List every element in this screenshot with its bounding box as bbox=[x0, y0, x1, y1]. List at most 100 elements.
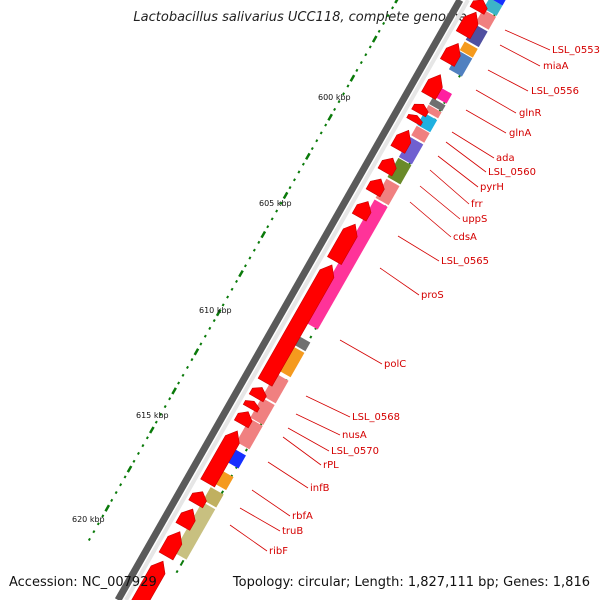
leader-line bbox=[475, 89, 517, 114]
gene-arrow bbox=[377, 157, 397, 177]
gene-label-rbfa[interactable]: rbfA bbox=[292, 511, 313, 522]
kbp-tick bbox=[104, 504, 111, 512]
gene-label-glna[interactable]: glnA bbox=[509, 128, 531, 139]
kbp-tick bbox=[270, 217, 274, 221]
gene-label-nusa[interactable]: nusA bbox=[342, 430, 367, 441]
gene-label-lsl0553[interactable]: LSL_0553 bbox=[552, 45, 600, 56]
kbp-tick bbox=[266, 225, 270, 229]
kbp-tick bbox=[193, 348, 200, 356]
leader-line bbox=[437, 155, 479, 188]
gene-block bbox=[411, 125, 430, 143]
gene-label-polc[interactable]: polC bbox=[384, 359, 406, 370]
gene-label-lsl0556[interactable]: LSL_0556 bbox=[531, 86, 579, 97]
leader-line bbox=[295, 413, 341, 436]
gene-label-rpl[interactable]: rPL bbox=[323, 460, 339, 471]
gene-label-upps[interactable]: uppS bbox=[462, 214, 487, 225]
kbp-tick bbox=[260, 230, 267, 239]
gene-block bbox=[465, 24, 488, 48]
kbp-tick bbox=[394, 0, 399, 4]
kbp-tick bbox=[171, 387, 177, 395]
kbp-tick bbox=[368, 45, 372, 49]
kbp-tick bbox=[186, 365, 189, 370]
kbp-tick bbox=[282, 191, 289, 200]
leader-line bbox=[429, 169, 470, 205]
kbp-tick bbox=[230, 287, 234, 291]
gene-label-ada[interactable]: ada bbox=[496, 153, 515, 164]
gene-arrow bbox=[158, 531, 183, 561]
leader-line bbox=[287, 427, 330, 452]
gene-block bbox=[375, 178, 400, 206]
gene-label-lsl0565[interactable]: LSL_0565 bbox=[441, 256, 489, 267]
inner-tick bbox=[175, 570, 179, 574]
leader-line bbox=[251, 489, 291, 517]
kbp-tick bbox=[333, 107, 337, 112]
kbp-tick bbox=[342, 92, 345, 96]
kbp-tick bbox=[377, 29, 381, 33]
gene-label-pros[interactable]: proS bbox=[421, 290, 444, 301]
kbp-tick bbox=[391, 6, 395, 10]
leader-line bbox=[487, 69, 529, 92]
kbp-tick bbox=[371, 35, 378, 43]
gene-label-infb[interactable]: infB bbox=[310, 483, 330, 494]
kbp-tick bbox=[364, 53, 368, 57]
kbp-tick bbox=[386, 14, 390, 18]
leader-line bbox=[282, 436, 322, 466]
gene-label-glnr[interactable]: glnR bbox=[519, 108, 541, 119]
leader-line bbox=[419, 185, 461, 220]
kbp-tick bbox=[87, 537, 91, 542]
kbp-label-610: 610 kbp bbox=[199, 306, 232, 315]
gene-label-lsl0560[interactable]: LSL_0560 bbox=[488, 167, 536, 178]
gene-label-cdsa[interactable]: cdsA bbox=[453, 232, 477, 243]
kbp-tick bbox=[110, 498, 114, 502]
kbp-tick bbox=[275, 209, 279, 213]
gene-label-lsl0568[interactable]: LSL_0568 bbox=[352, 412, 400, 423]
gene-label-pyrh[interactable]: pyrH bbox=[480, 182, 504, 193]
inner-tick bbox=[179, 559, 185, 567]
gene-arrow bbox=[439, 43, 461, 67]
gene-arrow bbox=[200, 430, 240, 488]
leader-line bbox=[499, 44, 541, 67]
gene-block bbox=[438, 70, 461, 95]
kbp-label-620: 620 kbp bbox=[72, 515, 105, 524]
leader-line bbox=[465, 109, 507, 134]
leader-line bbox=[267, 461, 309, 489]
gene-block bbox=[398, 137, 424, 165]
accession-text: Accession: NC_007929 bbox=[9, 575, 157, 590]
leader-line bbox=[239, 507, 281, 532]
kbp-tick bbox=[252, 248, 256, 252]
gene-block bbox=[262, 373, 289, 404]
kbp-tick bbox=[163, 404, 167, 409]
gene-arrow bbox=[248, 387, 267, 403]
gene-block bbox=[203, 487, 224, 508]
kbp-tick bbox=[132, 459, 136, 463]
gene-label-frr[interactable]: frr bbox=[471, 199, 483, 210]
label-leader-lines bbox=[229, 29, 551, 552]
gene-arrow bbox=[351, 201, 372, 222]
kbp-tick bbox=[114, 490, 118, 495]
leader-line bbox=[379, 267, 420, 296]
kbp-tick bbox=[199, 342, 203, 346]
kbp-tick bbox=[136, 451, 140, 456]
gene-block bbox=[304, 199, 388, 330]
leader-line bbox=[229, 524, 268, 552]
inner-tick bbox=[309, 335, 313, 339]
gene-block bbox=[448, 51, 473, 77]
kbp-tick bbox=[292, 178, 296, 182]
topology-text: Topology: circular; Length: 1,827,111 bp… bbox=[232, 575, 590, 590]
kbp-tick bbox=[337, 100, 341, 104]
kbp-tick bbox=[382, 21, 386, 26]
kbp-tick bbox=[177, 381, 181, 385]
gene-block bbox=[173, 501, 216, 560]
gene-block bbox=[236, 418, 263, 450]
gene-label-miaa[interactable]: miaA bbox=[543, 61, 569, 72]
kbp-tick bbox=[212, 318, 216, 323]
gene-arrow bbox=[233, 411, 253, 429]
gene-label-lsl0570[interactable]: LSL_0570 bbox=[331, 446, 379, 457]
gene-arrow bbox=[188, 491, 207, 509]
gene-arrow bbox=[131, 560, 166, 600]
gene-label-ribf[interactable]: ribF bbox=[269, 546, 288, 557]
kbp-label-600: 600 kbp bbox=[318, 93, 351, 102]
backbone-circle bbox=[114, 0, 470, 600]
gene-label-trub[interactable]: truB bbox=[282, 526, 303, 537]
